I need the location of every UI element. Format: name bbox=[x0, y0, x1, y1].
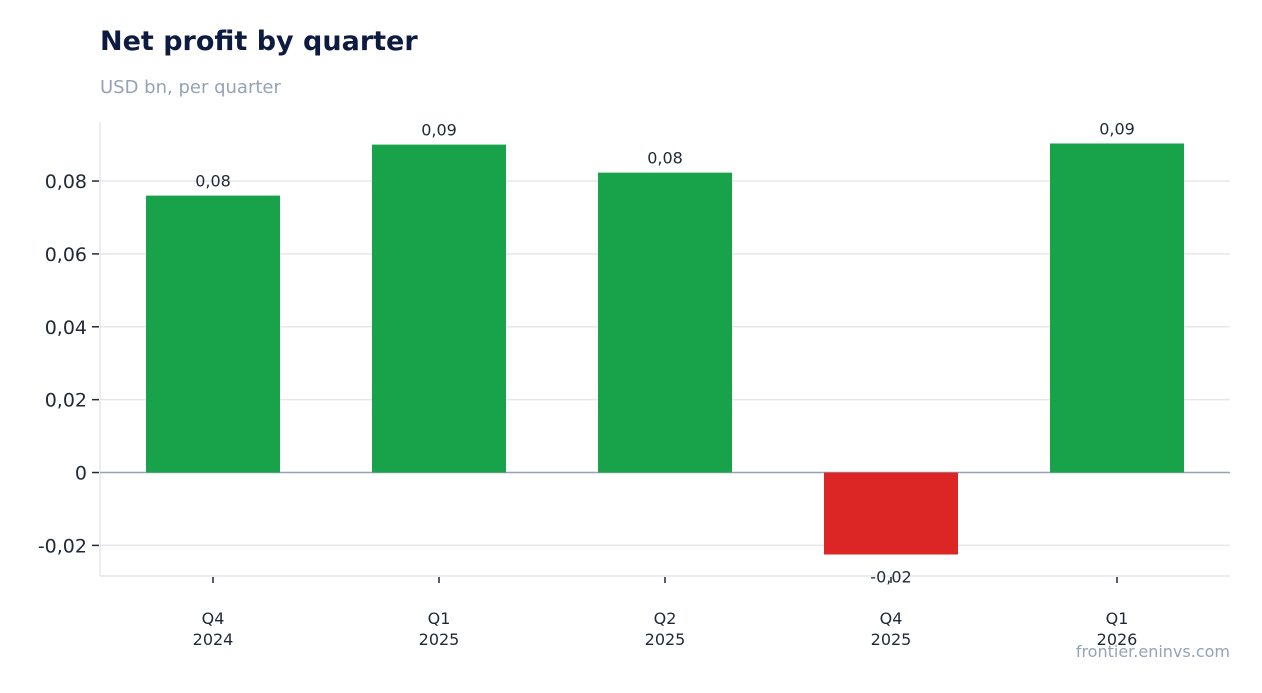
data-label: 0,08 bbox=[195, 172, 231, 191]
y-tick-label: 0,02 bbox=[45, 390, 87, 412]
x-tick-label-year: 2026 bbox=[1097, 630, 1138, 649]
x-tick-label-year: 2025 bbox=[419, 630, 460, 649]
x-tick-label-year: 2025 bbox=[645, 630, 686, 649]
bar bbox=[372, 144, 506, 473]
data-label: -0,02 bbox=[870, 568, 911, 587]
labels: -0,02 0 0,02 0,04 0,06 0,08 0,08 Q4 2024 0,09 Q1 20… bbox=[38, 119, 1138, 649]
y-tick-label: 0,08 bbox=[45, 171, 87, 193]
y-tick-label: -0,02 bbox=[38, 535, 87, 557]
x-tick-label-year: 2025 bbox=[871, 630, 912, 649]
bar bbox=[1050, 143, 1184, 473]
x-tick-label-year: 2024 bbox=[193, 630, 234, 649]
x-tick-label-quarter: Q2 bbox=[654, 609, 677, 628]
x-tick-label-quarter: Q4 bbox=[880, 609, 903, 628]
data-label: 0,09 bbox=[421, 121, 457, 140]
x-tick-label-quarter: Q1 bbox=[428, 609, 451, 628]
x-tick-label-quarter: Q1 bbox=[1106, 609, 1129, 628]
data-label: 0,08 bbox=[647, 149, 683, 168]
data-label: 0,09 bbox=[1099, 119, 1135, 138]
y-tick-label: 0,04 bbox=[45, 317, 87, 339]
source-credit: frontier.eninvs.com bbox=[1075, 642, 1230, 661]
bar bbox=[598, 172, 732, 473]
chart-title: Net profit by quarter bbox=[100, 26, 418, 57]
y-tick-label: 0,06 bbox=[45, 244, 87, 266]
y-tick-label: 0 bbox=[75, 463, 87, 485]
bar bbox=[824, 472, 958, 555]
chart-subtitle: USD bn, per quarter bbox=[100, 77, 281, 98]
bar bbox=[146, 195, 280, 473]
bars bbox=[146, 143, 1184, 555]
x-tick-label-quarter: Q4 bbox=[202, 609, 225, 628]
